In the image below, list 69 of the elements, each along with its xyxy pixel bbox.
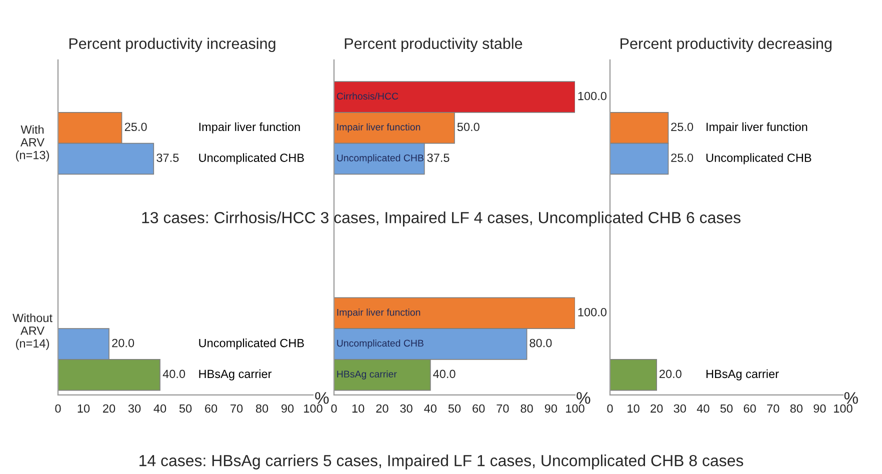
data-label: 20.0 [660,370,682,378]
data-label: 37.5 [156,154,179,162]
x-tick-label: 70 [767,404,780,413]
x-tick-label: 60 [205,404,218,413]
x-tick-label: 70 [496,404,509,413]
data-label: 80.0 [530,338,552,348]
data-label: 50.0 [457,122,480,132]
category-label: Impair liver function [337,308,420,318]
category-label: Uncomplicated CHB [706,153,812,164]
x-tick-label: 40 [696,404,710,413]
x-tick-label: 80 [520,404,533,413]
data-label: 25.0 [124,122,147,132]
chart-title: Percent productivity decreasing [620,38,832,52]
x-axis-title: % [576,392,590,404]
x-tick-label: 80 [790,404,803,413]
x-tick-label: 100 [834,404,852,413]
category-label: HBsAg carrier [706,369,779,380]
x-tick-label: 0 [331,404,337,413]
x-tick-label: 90 [814,404,826,413]
x-tick-label: 10 [628,404,640,413]
x-tick-label: 0 [607,404,613,413]
x-tick-label: 100 [566,404,584,413]
x-axis-title: % [315,392,329,404]
category-label: Impair liver function [337,123,420,132]
x-tick-label: 90 [281,404,294,413]
data-label: 40.0 [433,370,456,378]
category-label: Impair liver function [706,122,808,134]
x-tick-label: 20 [103,404,116,413]
data-label: 37.5 [427,154,450,162]
category-label: Uncomplicated CHB [337,340,424,349]
x-tick-label: 30 [400,404,412,413]
x-tick-label: 20 [650,404,663,413]
data-label: 25.0 [671,122,694,132]
text: With ARV (n=13) [16,125,49,162]
x-tick-label: 40 [424,404,437,413]
category-label: Uncomplicated CHB [199,338,304,350]
category-label: Uncomplicated CHB [337,154,424,164]
chart-title: Percent productivity stable [344,38,522,52]
x-tick-label: 0 [55,404,61,413]
x-tick-label: 30 [128,404,141,413]
category-label: HBsAg carrier [199,369,272,380]
chart-title: Percent productivity increasing [69,38,276,52]
data-label: 20.0 [112,338,134,348]
x-tick-label: 60 [472,404,485,413]
category-label: HBsAg carrier [337,370,397,380]
x-tick-label: 80 [256,404,268,413]
x-tick-label: 50 [720,404,733,413]
data-label: 100.0 [578,308,606,316]
x-tick-label: 20 [376,404,388,413]
text: 14 cases: HBsAg carriers 5 cases, Impaired LF 1 cases, Uncomplicated CHB 8 cases [140,454,744,470]
x-tick-label: 30 [674,404,686,413]
data-label: 40.0 [162,370,186,378]
annotation: 13 cases: Cirrhosis/HCC 3 cases, Impaired LF 4 cases, Uncomplicated CHB 6 cases [142,212,740,226]
x-tick-label: 50 [448,404,461,413]
x-tick-label: 10 [352,404,364,413]
x-tick-label: 10 [78,404,90,413]
x-tick-label: 40 [154,404,166,413]
x-tick-label: 100 [304,404,322,413]
category-label: Uncomplicated CHB [199,153,304,164]
x-tick-label: 60 [744,404,756,413]
category-label: Cirrhosis/HCC [336,92,398,100]
data-label: 25.0 [671,154,694,162]
x-tick-label: 50 [179,404,192,413]
x-tick-label: 70 [230,404,243,413]
x-axis-title: % [844,392,858,404]
text: Without ARV (n=14) [12,313,52,350]
x-tick-label: 90 [544,404,558,413]
category-label: Impair liver function [199,122,300,134]
data-label: 100.0 [578,92,606,100]
